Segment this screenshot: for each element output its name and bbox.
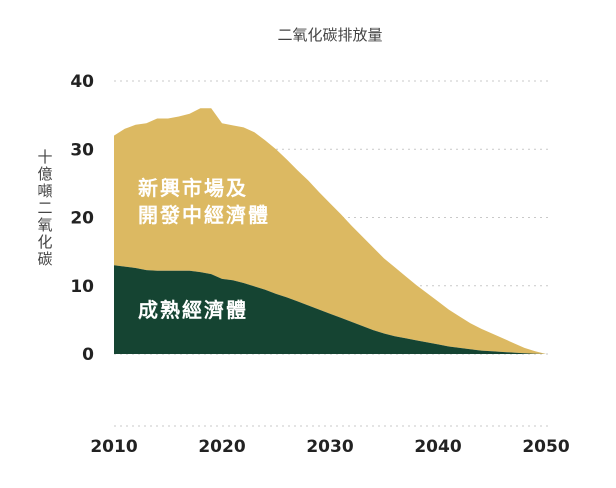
x-tick-label: 2010	[90, 437, 137, 457]
y-axis-title-char: 化	[37, 233, 52, 251]
area-label-0: 成熟經濟體	[138, 298, 248, 322]
x-tick-label: 2050	[522, 437, 569, 457]
chart-title: 二氧化碳排放量	[277, 26, 382, 44]
x-tick-label: 2030	[306, 437, 353, 457]
x-tick-label: 2020	[198, 437, 245, 457]
y-tick-label: 10	[70, 277, 94, 297]
y-axis-ticks: 0 10 20 30 40	[70, 72, 94, 365]
area-label-line: 開發中經濟體	[138, 203, 270, 227]
y-axis-title-char: 億	[37, 165, 52, 183]
area-labels: 成熟經濟體 新興市場及開發中經濟體	[138, 176, 270, 322]
y-axis-title-char: 二	[37, 199, 52, 217]
y-tick-label: 30	[70, 140, 94, 160]
y-tick-label: 20	[70, 209, 94, 229]
y-axis-label: 十億噸二氧化碳	[37, 148, 52, 268]
y-axis-title-char: 碳	[37, 250, 52, 268]
y-axis-title-char: 十	[37, 148, 52, 166]
x-tick-label: 2040	[414, 437, 461, 457]
stacked-areas	[114, 108, 546, 354]
x-axis-ticks: 2010 2020 2030 2040 2050	[90, 437, 569, 457]
y-axis-title-char: 氧	[37, 216, 52, 234]
y-axis-title-char: 噸	[37, 182, 52, 200]
area-label-line: 成熟經濟體	[138, 298, 248, 322]
y-tick-label: 0	[82, 345, 94, 365]
area-label-line: 新興市場及	[138, 176, 248, 200]
y-tick-label: 40	[70, 72, 94, 92]
area-series-0	[114, 265, 546, 354]
area-label-1: 新興市場及開發中經濟體	[138, 176, 270, 227]
y-axis-title: 十億噸二氧化碳	[37, 148, 52, 268]
area-series-1	[114, 108, 546, 354]
